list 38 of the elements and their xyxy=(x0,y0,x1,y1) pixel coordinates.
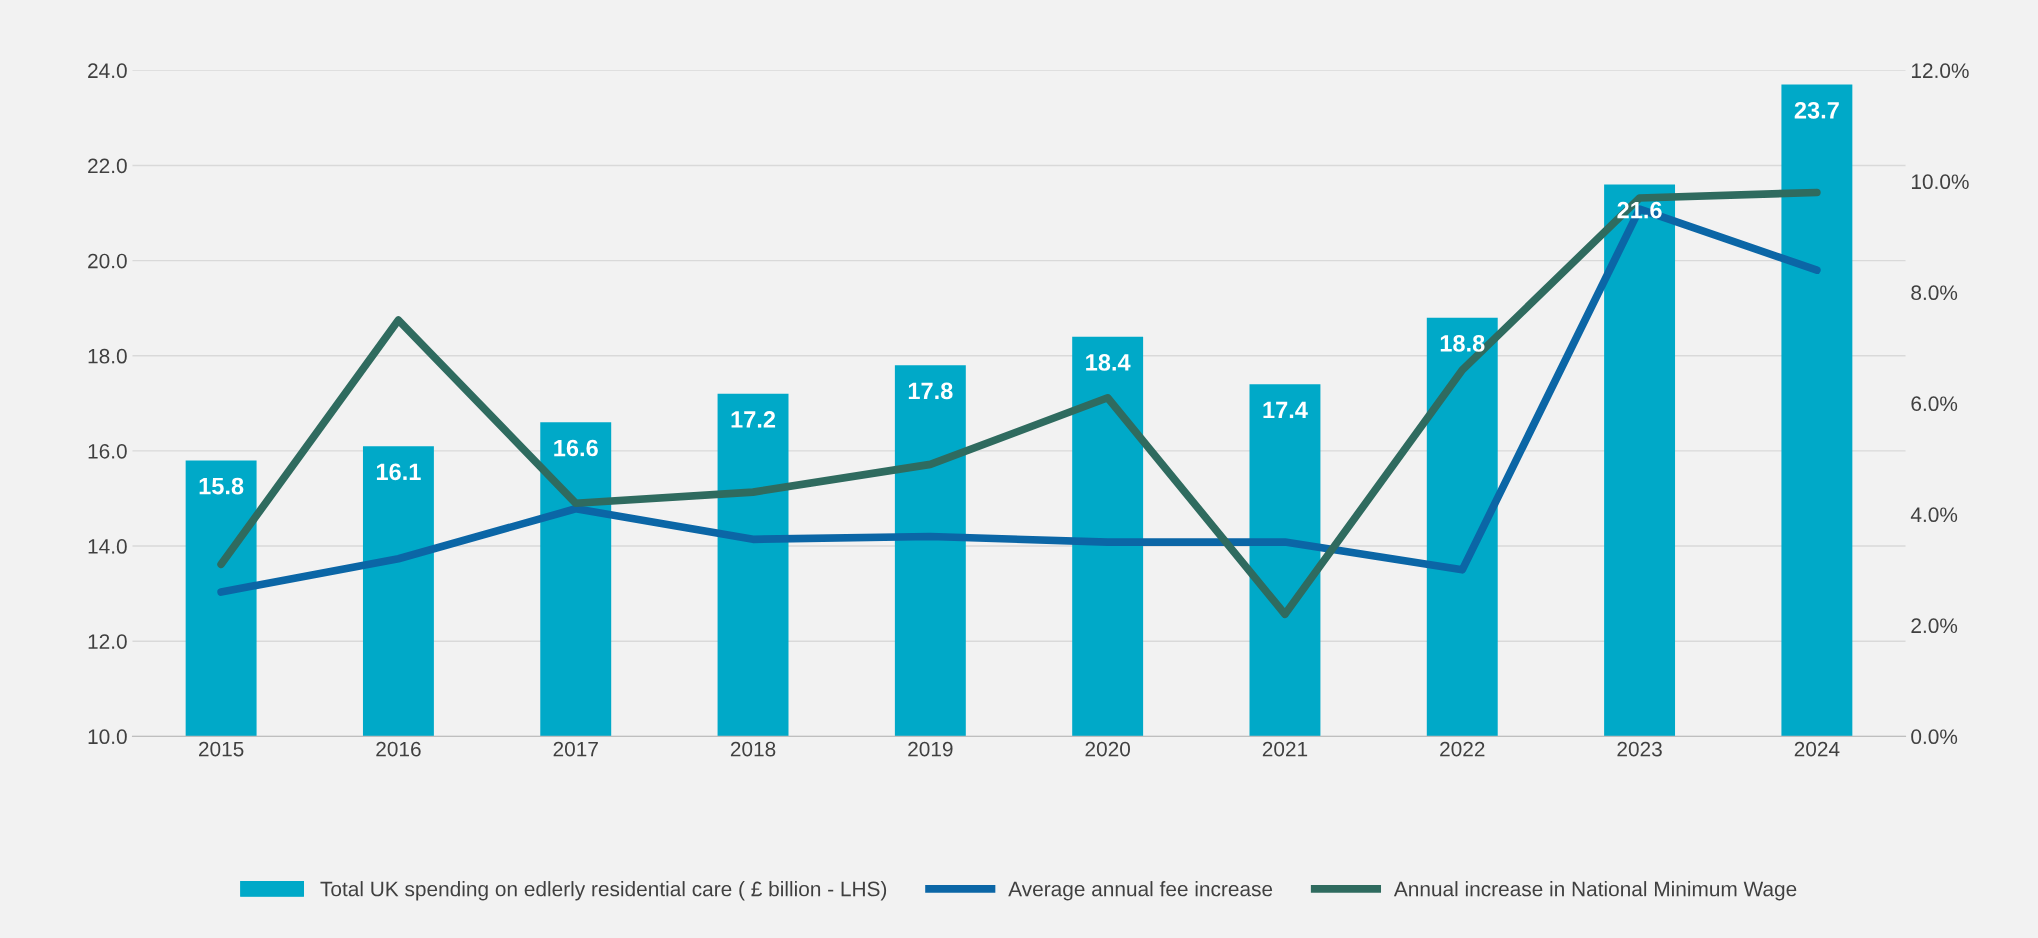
data-label: 17.8 xyxy=(908,382,953,400)
x-tick-label: 2022 xyxy=(1440,741,1485,757)
y-tick-label: 18.0 xyxy=(88,348,127,364)
y2-tick-label: 10.0% xyxy=(1911,174,1969,190)
y2-tick-label: 2.0% xyxy=(1911,618,1958,634)
y-tick-label: 10.0 xyxy=(88,729,127,745)
x-tick-label: 2015 xyxy=(199,741,244,757)
y-tick-label: 20.0 xyxy=(88,253,127,269)
y-tick-label: 12.0 xyxy=(88,634,127,649)
y-tick-label: 24.0 xyxy=(88,63,127,79)
legend-label: Average annual fee increase xyxy=(1008,881,1273,901)
y2-tick-label: 6.0% xyxy=(1911,396,1958,412)
y-tick-label: 22.0 xyxy=(88,158,127,174)
y2-tick-label: 0.0% xyxy=(1911,729,1958,745)
x-tick-label: 2021 xyxy=(1262,741,1308,757)
data-label: 17.2 xyxy=(731,411,776,428)
x-tick-label: 2023 xyxy=(1617,741,1662,757)
x-tick-label: 2017 xyxy=(553,741,598,757)
data-label: 21.6 xyxy=(1617,201,1662,219)
data-label: 15.8 xyxy=(199,477,244,495)
data-label: 23.7 xyxy=(1794,101,1839,119)
x-tick-label: 2016 xyxy=(376,741,421,757)
x-tick-label: 2024 xyxy=(1794,741,1840,757)
legend-label: Annual increase in National Minimum Wage xyxy=(1393,881,1797,901)
y-tick-label: 14.0 xyxy=(88,539,127,554)
y-tick-label: 16.0 xyxy=(88,443,127,459)
y2-tick-label: 4.0% xyxy=(1910,507,1958,523)
y2-tick-label: 12.0% xyxy=(1911,63,1969,79)
data-label: 17.4 xyxy=(1263,401,1308,419)
data-label: 16.1 xyxy=(376,463,421,481)
legend-label: Total UK spending on edlerly residential care ( £ billion - LHS) xyxy=(320,881,887,901)
data-label: 16.6 xyxy=(554,439,598,457)
x-tick-label: 2018 xyxy=(730,741,776,757)
y2-tick-label: 8.0% xyxy=(1911,285,1958,301)
data-label: 18.4 xyxy=(1086,354,1131,371)
x-tick-label: 2020 xyxy=(1085,741,1131,757)
data-label: 18.8 xyxy=(1440,334,1485,352)
x-tick-label: 2019 xyxy=(908,741,953,757)
